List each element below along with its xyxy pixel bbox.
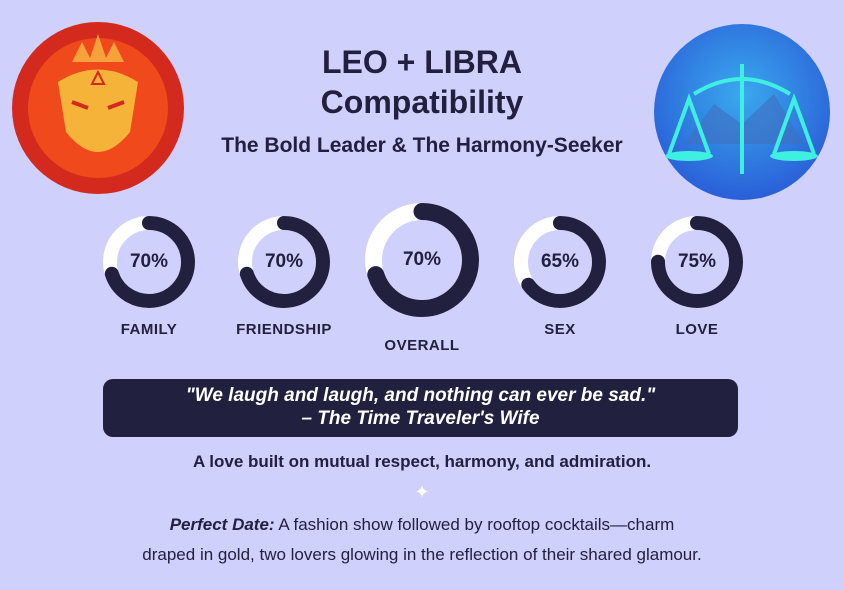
title-compatibility: Compatibility <box>320 84 524 120</box>
title-signs: LEO + LIBRA <box>321 44 522 80</box>
perfect-date-text: A fashion show followed by rooftop cockt… <box>274 515 675 534</box>
perfect-date: Perfect Date: A fashion show followed by… <box>0 515 844 535</box>
score-value: 70% <box>129 251 169 272</box>
summary: A love built on mutual respect, harmony,… <box>192 452 652 471</box>
score-ring-overall: 70% <box>365 203 479 317</box>
ring-fill <box>514 216 606 308</box>
ring-fill <box>365 203 479 317</box>
leo-emblem <box>12 22 184 194</box>
score-ring-family: 70% <box>103 216 195 308</box>
score-value: 70% <box>264 251 304 272</box>
score-label: FRIENDSHIP <box>236 321 332 338</box>
ring-fill <box>238 216 330 308</box>
score-label: FAMILY <box>120 321 178 338</box>
score-label: SEX <box>544 321 576 338</box>
perfect-date-label: Perfect Date: <box>169 515 275 534</box>
perfect-date-text-2: draped in gold, two lovers glowing in th… <box>142 545 702 564</box>
quote-text: "We laugh and laugh, and nothing can eve… <box>185 385 656 406</box>
libra-emblem <box>654 24 830 200</box>
score-ring-friendship: 70% <box>238 216 330 308</box>
quote-box: "We laugh and laugh, and nothing can eve… <box>103 379 738 437</box>
score-label: LOVE <box>675 321 719 338</box>
sparkle-icon: ✦ <box>414 482 430 502</box>
score-ring-sex: 65% <box>514 216 606 308</box>
score-value: 65% <box>540 251 580 272</box>
score-value: 70% <box>402 249 442 270</box>
score-ring-love: 75% <box>651 216 743 308</box>
scales-icon <box>667 64 816 174</box>
ring-fill <box>651 216 743 308</box>
subtitle: The Bold Leader & The Harmony-Seeker <box>221 134 623 157</box>
score-value: 75% <box>677 251 717 272</box>
lion-face-icon <box>58 69 138 152</box>
quote-source: – The Time Traveler's Wife <box>301 408 540 429</box>
ring-fill <box>103 216 195 308</box>
score-label: OVERALL <box>384 337 460 354</box>
